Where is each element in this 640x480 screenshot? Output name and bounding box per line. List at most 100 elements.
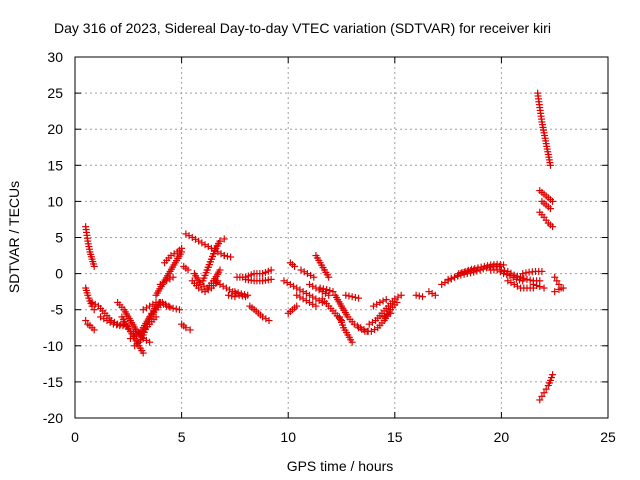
data-point [325,291,333,299]
data-point [216,237,224,245]
data-point [348,338,356,346]
y-tick-label: -20 [43,410,63,426]
data-point [553,277,561,285]
data-point [450,273,458,281]
data-point [546,205,554,213]
data-point [477,263,485,271]
data-point [382,296,390,304]
data-point [325,273,333,281]
data-point [220,252,228,260]
data-point [169,273,177,281]
data-point [503,271,511,279]
data-point [291,262,299,270]
data-point [522,269,530,277]
chart-title: Day 316 of 2023, Sidereal Day-to-day VTE… [54,20,551,36]
data-point [447,274,455,282]
y-tick-label: 15 [47,157,63,173]
data-point [379,297,387,305]
data-point [519,270,527,278]
data-point [178,244,186,252]
x-tick-label: 20 [494,429,510,445]
data-point [90,326,98,334]
data-point [223,252,231,260]
data-point [549,197,557,205]
data-point [237,290,245,298]
data-point [182,324,190,332]
data-point [501,267,509,275]
data-point [310,273,318,281]
data-point [546,161,554,169]
y-axis-label: SDTVAR / TECUs [6,181,22,293]
data-points [82,89,567,404]
data-point [549,371,557,379]
data-point [184,266,192,274]
data-point [326,287,334,295]
y-tick-label: -10 [43,338,63,354]
data-point [139,349,147,357]
data-point [549,223,557,231]
data-point [113,321,121,329]
data-point [551,288,559,296]
data-point [540,389,548,397]
y-tick-label: 30 [47,49,63,65]
data-point [225,291,233,299]
data-point [474,264,482,272]
grid-lines [75,57,608,418]
data-point [455,270,463,278]
data-point [419,293,427,301]
data-point [536,283,544,291]
data-point [351,293,359,301]
data-point [312,302,320,310]
axis-ticks: 0 5 10 15 20 25 -20 -15 -10 -5 0 5 10 15 20 25 30 [43,49,616,445]
data-point [240,291,248,299]
data-point [90,306,98,314]
data-point [152,313,160,321]
data-point [520,274,528,282]
data-point [431,291,439,299]
data-point [267,266,275,274]
data-point [323,285,331,293]
data-point [146,338,154,346]
y-tick-label: 0 [55,266,63,282]
data-point [468,265,476,273]
x-tick-label: 5 [178,429,186,445]
data-point [559,284,567,292]
data-point [293,302,301,310]
data-point [415,292,423,300]
x-tick-label: 0 [71,429,79,445]
data-point [540,284,548,292]
data-point [461,267,469,275]
data-point [329,288,337,296]
data-point [234,289,242,297]
data-point [393,298,401,306]
data-point [523,275,531,283]
data-point [529,280,537,288]
data-point [319,285,327,293]
data-point [345,292,353,300]
data-point [444,275,452,283]
data-point [471,265,479,273]
data-point [542,385,550,393]
data-point [464,266,472,274]
x-tick-label: 25 [600,429,616,445]
data-point [228,292,236,300]
data-point [484,262,492,270]
data-point [90,262,98,270]
data-point [536,396,544,404]
data-point [526,276,534,284]
data-point [169,304,177,312]
data-point [517,273,525,281]
data-point [216,266,224,274]
data-point [500,261,508,269]
data-point [82,317,90,325]
data-point [533,282,541,290]
data-point [265,317,273,325]
y-tick-label: 10 [47,193,63,209]
data-point [355,294,363,302]
y-tick-label: -5 [51,302,64,318]
data-point [458,269,466,277]
data-point [186,326,194,334]
data-point [231,293,239,301]
